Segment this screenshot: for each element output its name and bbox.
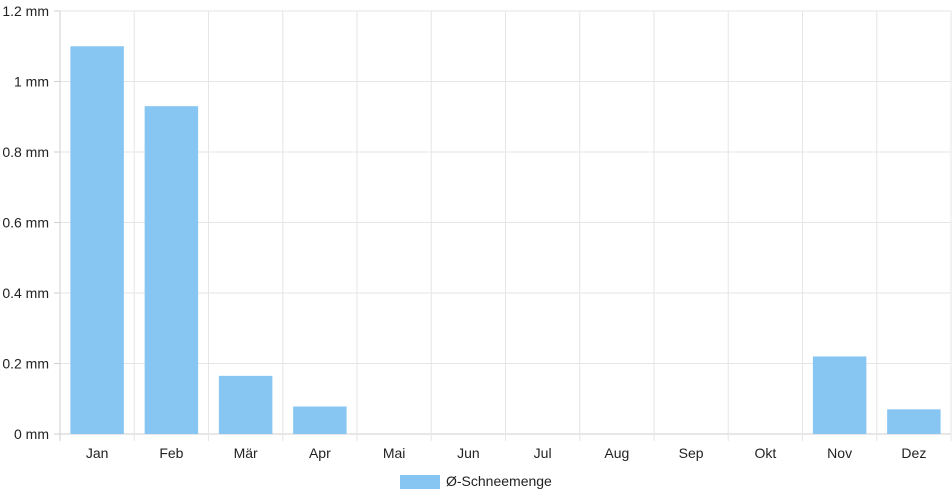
x-tick-label: Feb [159,445,183,461]
x-tick-labels: Jan Feb Mär Apr Mai Jun Jul Aug Sep Okt Nov Dez [86,445,926,461]
bar[interactable] [144,106,199,435]
grid-lines [54,10,952,441]
bar[interactable] [887,409,941,434]
x-tick-label: Nov [827,445,852,461]
legend-swatch [400,475,440,489]
x-tick-label: Sep [679,445,704,461]
bars [70,46,941,435]
bar[interactable] [812,356,867,434]
y-tick-label: 1.2 mm [2,3,49,19]
x-tick-label: Jun [457,445,480,461]
x-tick-label: Mär [234,445,258,461]
y-tick-label: 0.4 mm [2,285,49,301]
legend[interactable]: Ø-Schneemenge [400,473,552,489]
x-tick-label: Apr [309,445,331,461]
x-tick-label: Jan [86,445,109,461]
y-tick-label: 0 mm [14,426,49,442]
bar[interactable] [218,375,273,434]
x-tick-label: Jul [534,445,552,461]
x-tick-label: Dez [901,445,926,461]
y-tick-label: 0.6 mm [2,215,49,231]
bar[interactable] [70,46,124,434]
y-tick-label: 0.8 mm [2,144,49,160]
legend-label: Ø-Schneemenge [446,473,552,489]
bar[interactable] [293,406,347,434]
x-tick-label: Aug [604,445,629,461]
x-tick-label: Mai [383,445,406,461]
y-tick-label: 0.2 mm [2,356,49,372]
y-tick-label: 1 mm [14,74,49,90]
y-tick-labels: 0 mm 0.2 mm 0.4 mm 0.6 mm 0.8 mm 1 mm 1.2 mm [2,3,49,442]
x-tick-label: Okt [754,445,776,461]
